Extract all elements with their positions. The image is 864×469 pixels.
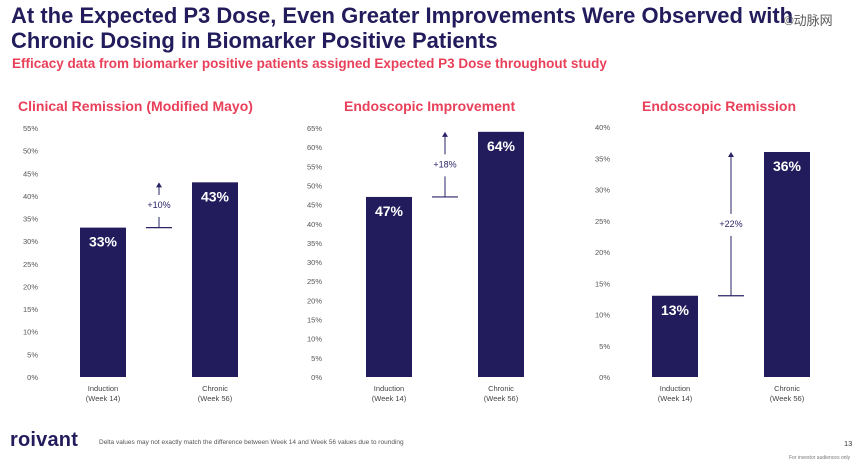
delta-label: +10% [147,200,170,210]
y-tick-label: 60% [307,143,322,152]
slide-title: At the Expected P3 Dose, Even Greater Im… [11,3,811,53]
roivant-logo: roivant [10,429,79,451]
y-tick-label: 40% [23,192,38,201]
category-label: (Week 14) [658,394,693,403]
y-tick-label: 35% [23,215,38,224]
category-label: Induction [88,384,118,393]
y-tick-label: 40% [307,220,322,229]
y-tick-label: 20% [23,282,38,291]
watermark: ©动脉网 [784,13,833,28]
chart-title: Endoscopic Remission [642,98,796,114]
slide-subtitle: Efficacy data from biomarker positive pa… [12,56,607,71]
chart-title: Endoscopic Improvement [344,98,515,114]
bar-induction [652,295,698,377]
delta-label: +18% [433,159,456,169]
y-tick-label: 40% [595,123,610,132]
y-tick-label: 20% [307,296,322,305]
category-label: (Week 56) [484,394,519,403]
slide-title-line1: At the Expected P3 Dose, Even Greater Im… [11,3,794,28]
y-tick-label: 0% [27,373,38,382]
bar-value-label: 47% [375,203,404,219]
bar-chronic [192,182,238,377]
y-tick-label: 30% [23,237,38,246]
y-tick-label: 65% [307,124,322,133]
y-tick-label: 25% [595,217,610,226]
category-label: (Week 56) [770,394,805,403]
y-tick-label: 0% [311,373,322,382]
y-tick-label: 0% [599,373,610,382]
footnote: Delta values may not exactly match the d… [99,439,404,446]
bar-value-label: 36% [773,158,802,174]
category-label: (Week 14) [372,394,407,403]
y-tick-label: 50% [23,147,38,156]
bar-value-label: 13% [661,302,690,318]
y-tick-label: 5% [599,342,610,351]
page-number: 13 [844,439,853,448]
y-tick-label: 10% [23,328,38,337]
category-label: Induction [660,384,690,393]
delta-arrow-head [442,131,448,137]
category-label: Induction [374,384,404,393]
y-tick-label: 35% [595,154,610,163]
y-tick-label: 45% [307,201,322,210]
y-tick-label: 10% [595,311,610,320]
y-tick-label: 45% [23,169,38,178]
delta-label: +22% [719,219,742,229]
bar-induction [80,227,126,377]
category-label: (Week 14) [86,394,121,403]
y-tick-label: 30% [595,186,610,195]
bar-chronic [478,131,524,377]
category-label: Chronic [774,384,800,393]
y-tick-label: 5% [27,350,38,359]
y-tick-label: 20% [595,248,610,257]
y-tick-label: 50% [307,181,322,190]
bar-induction [366,196,412,377]
y-tick-label: 35% [307,239,322,248]
bar-value-label: 64% [487,138,516,154]
bar-value-label: 43% [201,188,230,204]
category-label: Chronic [488,384,514,393]
category-label: (Week 56) [198,394,233,403]
delta-arrow-head [156,182,162,188]
delta-arrow-head [728,152,734,157]
category-label: Chronic [202,384,228,393]
y-tick-label: 55% [23,124,38,133]
y-tick-label: 30% [307,258,322,267]
y-tick-label: 25% [307,277,322,286]
y-tick-label: 15% [23,305,38,314]
bar-chronic [764,152,810,377]
y-tick-label: 55% [307,162,322,171]
y-tick-label: 15% [595,279,610,288]
y-tick-label: 5% [311,354,322,363]
y-tick-label: 15% [307,316,322,325]
y-tick-label: 25% [23,260,38,269]
slide-title-line2: Chronic Dosing in Biomarker Positive Pat… [11,28,498,53]
y-tick-label: 10% [307,335,322,344]
chart-title: Clinical Remission (Modified Mayo) [18,98,253,114]
bar-value-label: 33% [89,234,118,250]
investor-note: For investor audiences only [789,455,851,461]
